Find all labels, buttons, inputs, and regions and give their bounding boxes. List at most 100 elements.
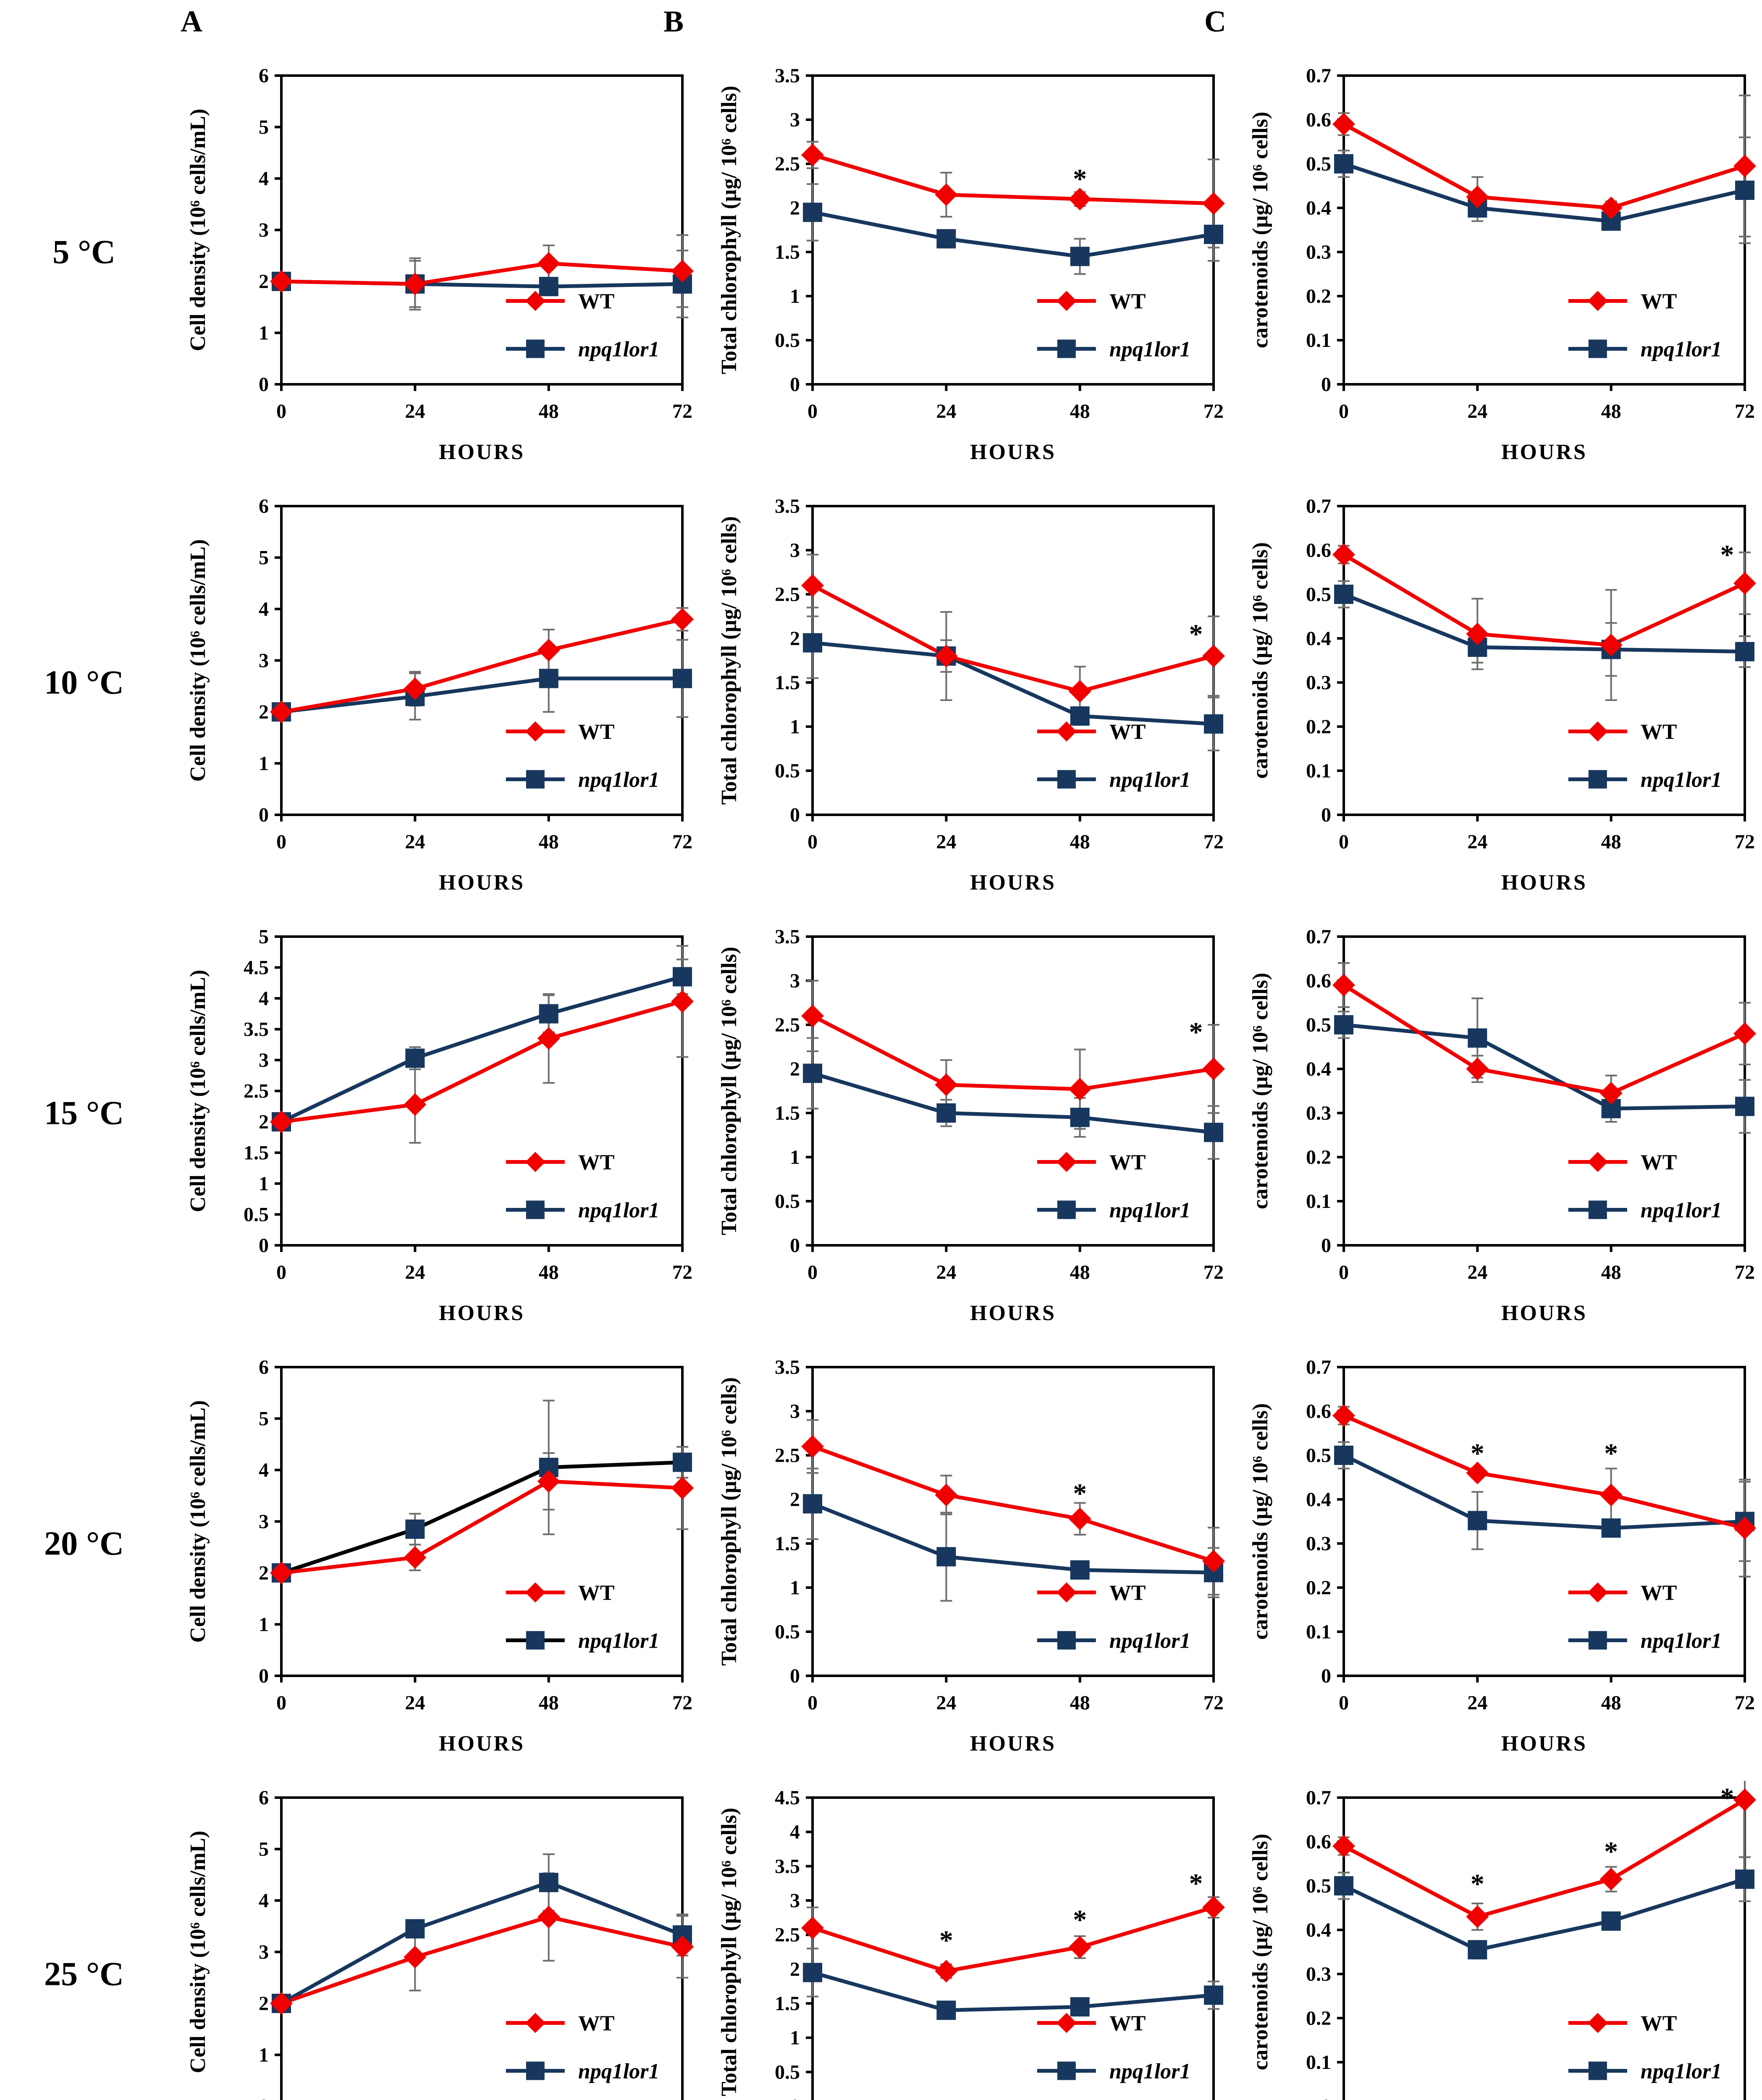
legend-wt-marker [1587, 721, 1608, 742]
marker-wt [1202, 1896, 1225, 1919]
legend-mutant-label: npq1lor1 [578, 1198, 660, 1222]
series-line-wt [1342, 1798, 1746, 1919]
y-axis-label: Cell density (10⁶ cells/mL) [186, 1831, 210, 2073]
y-tick-label: 0.5 [1306, 1875, 1331, 1897]
legend: WT npq1lor1 [1037, 290, 1190, 361]
y-tick-label: 2.5 [775, 583, 800, 606]
y-tick-label: 0 [1321, 1665, 1331, 1687]
marker-mutant [673, 669, 692, 688]
y-tick-label: 1 [790, 285, 800, 307]
marker-wt [1733, 572, 1756, 595]
series-line-wt [812, 1906, 1214, 1973]
x-tick-label: 72 [1204, 1692, 1224, 1714]
y-tick-label: 2 [790, 627, 800, 650]
y-tick-label: 0.7 [1306, 495, 1331, 517]
y-tick-label: 6 [259, 495, 269, 517]
x-tick-label: 24 [936, 400, 956, 423]
y-tick-label: 1.5 [775, 1102, 800, 1124]
legend-wt-marker [1587, 291, 1608, 311]
legend-wt-label: WT [1641, 1581, 1677, 1605]
marker-wt [1599, 197, 1623, 219]
legend: WT npq1lor1 [1568, 1151, 1722, 1222]
marker-wt [935, 1960, 958, 1983]
y-tick-label: 0.2 [1306, 1577, 1331, 1599]
x-tick-label: 0 [276, 1261, 286, 1284]
series-line-mutant [1343, 592, 1745, 654]
legend-wt-marker [1056, 721, 1077, 742]
y-tick-label: 0.3 [1306, 1533, 1331, 1555]
marker-wt [404, 1546, 427, 1569]
marker-wt [1202, 1058, 1225, 1080]
row-label-cell: 20 °C [0, 1350, 168, 1781]
x-axis-label: HOURS [970, 1301, 1056, 1325]
chart-canvas: 0 0.5 1 1.5 2 2.5 3 3.5 0 24 48 72 Total chlorophyll… [717, 495, 1225, 895]
y-tick-label: 5 [259, 116, 269, 139]
panel-label-a: A [181, 5, 202, 38]
x-tick-label: 48 [1070, 1692, 1090, 1714]
legend-wt-marker [1056, 2013, 1077, 2033]
legend-mutant-marker [1588, 1631, 1607, 1650]
y-axis-label: Cell density (10⁶ cells/mL) [186, 539, 210, 782]
marker-wt [1202, 645, 1225, 667]
chart-canvas: 00.10.20.30.40.50.60.70244872carotenoids… [1248, 1781, 1756, 2100]
y-tick-label: 6 [259, 65, 269, 87]
x-tick-label: 0 [808, 831, 818, 853]
y-tick-label: 4 [259, 1890, 269, 1912]
x-tick-label: 24 [405, 400, 425, 423]
legend-mutant-marker [1057, 1631, 1076, 1650]
marker-mutant [1735, 642, 1754, 662]
chart-15c-carotenoids: 0 0.1 0.2 0.3 0.4 0.5 0.6 0.7 0 24 48 72 carotenoids… [1230, 920, 1762, 1350]
y-tick-label: 2.5 [775, 1924, 800, 1946]
legend-mutant-marker [526, 770, 545, 789]
chart-canvas: 0 0.5 1 1.5 2 2.5 3 3.5 0 24 48 72 Total chlorophyll… [717, 926, 1225, 1325]
y-tick-label: 0.6 [1306, 1831, 1331, 1853]
y-tick-label: 0.1 [1306, 2051, 1331, 2074]
legend: WT npq1lor1 [1568, 1581, 1722, 1653]
series-line-mutant [281, 975, 683, 1124]
series-line-wt [812, 153, 1214, 205]
x-tick-label: 48 [1070, 1261, 1090, 1284]
series-line-mutant [281, 676, 682, 714]
series-line-wt [281, 1000, 683, 1124]
legend-wt-marker [1587, 2013, 1608, 2033]
x-tick-label: 0 [808, 1261, 818, 1284]
y-tick-label: 0 [259, 2095, 269, 2100]
marker-wt [671, 1935, 694, 1958]
y-tick-label: 3 [259, 1941, 269, 1964]
series-line-wt [281, 1915, 683, 2006]
row-label-cell: 15 °C [0, 920, 168, 1350]
legend-mutant-marker [1057, 1200, 1076, 1219]
legend-wt-label: WT [1641, 2012, 1677, 2036]
legend-mutant-marker [526, 1631, 545, 1650]
legend-wt-label: WT [1109, 1581, 1146, 1605]
marker-wt [1599, 633, 1623, 656]
legend-wt-marker [525, 1582, 545, 1603]
x-tick-label: 72 [1735, 400, 1755, 423]
panel-letter-row: A B C [0, 0, 1762, 59]
y-tick-label: 0.4 [1306, 1488, 1331, 1511]
marker-wt [270, 701, 293, 723]
legend-wt-label: WT [1109, 290, 1146, 314]
series-line-wt [1342, 122, 1746, 210]
y-tick-label: 0.5 [775, 760, 800, 782]
marker-wt [1202, 1550, 1225, 1572]
legend: WT npq1lor1 [1037, 2012, 1190, 2083]
row-15c: 15 °C 0 0.5 1 1.5 2 2.5 3 3.5 4 4.5 5 0 24 48 72 Cell d… [0, 920, 1762, 1350]
y-tick-label: 2.5 [244, 1080, 269, 1102]
marker-mutant [1334, 154, 1353, 173]
temperature-label: 15 °C [44, 1095, 124, 1132]
y-tick-label: 2.5 [775, 153, 800, 175]
y-tick-label: 3 [790, 970, 800, 992]
significance-asterisk: * [1720, 540, 1734, 570]
significance-asterisk: * [1604, 1438, 1618, 1469]
temperature-label: 5 °C [52, 234, 115, 271]
legend-wt-marker [1056, 1582, 1077, 1603]
y-tick-label: 0.5 [1306, 153, 1331, 175]
